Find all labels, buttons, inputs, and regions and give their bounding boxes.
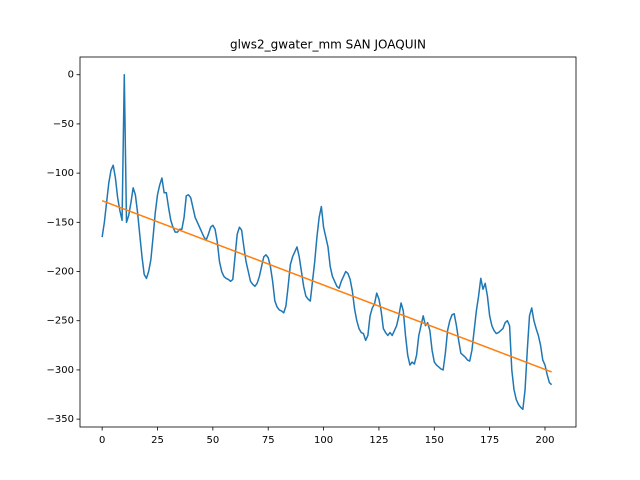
data-line xyxy=(101,199,552,373)
x-tick-label: 175 xyxy=(480,435,499,446)
y-tick-label: −200 xyxy=(47,267,74,278)
y-tick-label: −250 xyxy=(47,316,74,327)
y-tick-label: −100 xyxy=(47,168,74,179)
data-line xyxy=(101,73,553,411)
x-tick-label: 0 xyxy=(99,435,105,446)
plot-frame xyxy=(79,56,577,428)
y-tick-label: −300 xyxy=(47,365,74,376)
y-tick-label: −50 xyxy=(53,119,74,130)
x-tick-label: 100 xyxy=(314,435,333,446)
y-tick-label: −350 xyxy=(47,414,74,425)
x-tick-label: 25 xyxy=(151,435,164,446)
x-tick-label: 150 xyxy=(425,435,444,446)
x-tick-label: 50 xyxy=(206,435,219,446)
x-tick-label: 75 xyxy=(262,435,275,446)
chart-title: glws2_gwater_mm SAN JOAQUIN xyxy=(230,38,426,52)
y-tick-label: −150 xyxy=(47,217,74,228)
y-tick-label: 0 xyxy=(68,70,74,81)
x-tick-label: 200 xyxy=(535,435,554,446)
x-tick-label: 125 xyxy=(369,435,388,446)
